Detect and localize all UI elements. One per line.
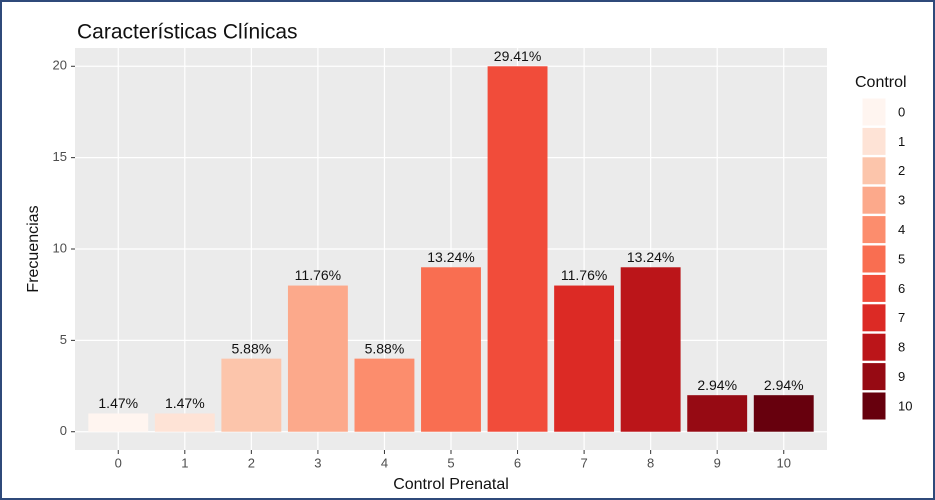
legend-title: Control (855, 74, 907, 91)
x-tick-label: 8 (647, 455, 654, 470)
legend-label: 4 (898, 222, 905, 237)
x-tick-label: 4 (381, 455, 388, 470)
bar-annotation: 2.94% (764, 377, 804, 393)
y-tick-label: 0 (60, 423, 67, 438)
legend-label: 3 (898, 193, 905, 208)
legend-key (861, 391, 887, 421)
legend-key (861, 185, 887, 215)
bar (687, 395, 748, 432)
legend-key (861, 215, 887, 245)
x-tick-label: 5 (447, 455, 454, 470)
bar-annotation: 1.47% (98, 395, 138, 411)
x-axis-title: Control Prenatal (393, 476, 509, 493)
legend-key (861, 273, 887, 303)
bar (753, 395, 814, 432)
legend-label: 7 (898, 310, 905, 325)
bar (221, 358, 282, 432)
bar (287, 285, 348, 432)
bar (620, 267, 681, 432)
chart-title: Características Clínicas (77, 21, 298, 44)
bar-annotation: 1.47% (165, 395, 205, 411)
legend-label: 9 (898, 369, 905, 384)
legend-label: 8 (898, 340, 905, 355)
y-tick-label: 20 (53, 58, 67, 73)
legend-label: 6 (898, 281, 905, 296)
bar (88, 413, 149, 432)
x-tick-label: 7 (580, 455, 587, 470)
y-tick-label: 10 (53, 240, 67, 255)
bar-annotation: 29.41% (494, 48, 541, 64)
bar-annotation: 2.94% (697, 377, 737, 393)
legend-key (861, 303, 887, 333)
legend-key (861, 156, 887, 186)
legend-key (861, 126, 887, 156)
x-tick-label: 1 (181, 455, 188, 470)
legend-key (861, 97, 887, 127)
y-axis-title: Frecuencias (25, 205, 42, 292)
x-tick-label: 2 (248, 455, 255, 470)
bar-annotation: 13.24% (427, 249, 474, 265)
legend-label: 0 (898, 104, 905, 119)
y-tick-label: 5 (60, 332, 67, 347)
x-tick-label: 3 (314, 455, 321, 470)
legend-label: 2 (898, 163, 905, 178)
x-tick-label: 6 (514, 455, 521, 470)
bar-annotation: 11.76% (561, 267, 607, 283)
bar (487, 66, 548, 432)
bar (554, 285, 615, 432)
legend-key (861, 244, 887, 274)
bar-annotation: 11.76% (295, 267, 341, 283)
x-tick-label: 9 (714, 455, 721, 470)
x-tick-label: 0 (115, 455, 122, 470)
bar (354, 358, 415, 432)
legend-label: 10 (898, 398, 912, 413)
bar (421, 267, 481, 432)
legend-key (861, 362, 887, 392)
legend-label: 5 (898, 251, 905, 266)
bar-annotation: 5.88% (232, 340, 272, 356)
legend-label: 1 (898, 134, 905, 149)
y-tick-label: 15 (53, 149, 67, 164)
x-tick-label: 10 (777, 455, 791, 470)
bar-annotation: 5.88% (365, 340, 405, 356)
legend-key (861, 332, 887, 362)
bar-annotation: 13.24% (627, 249, 674, 265)
bar (154, 413, 215, 432)
